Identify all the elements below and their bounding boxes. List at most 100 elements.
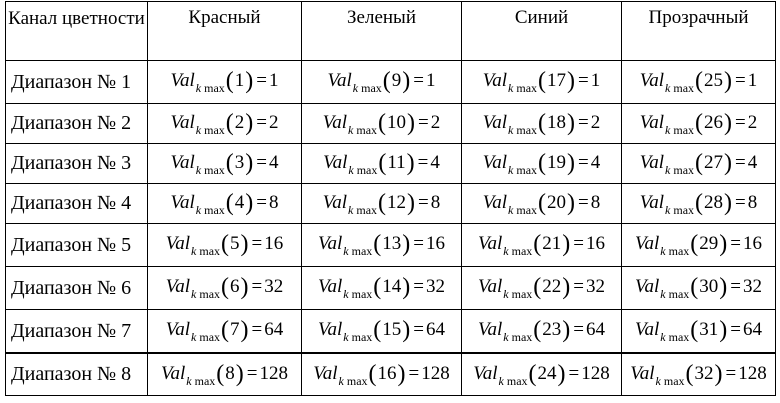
formula-close-paren: )	[245, 110, 253, 136]
formula-open-paren: (	[221, 317, 229, 343]
formula-cell-green: Valk max(15)=64	[302, 310, 462, 354]
formula-base: Val	[166, 319, 190, 340]
formula-cell-alpha: Valk max(32)=128	[622, 353, 776, 396]
formula-value: 1	[591, 70, 601, 91]
formula-index: 25	[704, 70, 723, 91]
formula-sub-k: k	[660, 287, 665, 301]
range-label: Диапазон № 5	[6, 224, 148, 267]
formula-value: 4	[430, 152, 440, 173]
formula-sub-max: max	[356, 203, 377, 217]
formula-equals: =	[252, 276, 263, 297]
formula-base: Val	[640, 192, 664, 213]
formula-index: 12	[387, 192, 406, 213]
formula-subscript: k max	[196, 203, 225, 217]
formula-close-paren: )	[241, 231, 249, 257]
formula-sub-k: k	[665, 203, 670, 217]
formula-sub-max: max	[516, 163, 537, 177]
formula-cell-red: Valk max(3)=4	[148, 144, 302, 184]
formula-equals: =	[573, 276, 584, 297]
formula-open-paren: (	[538, 110, 546, 136]
formula-base: Val	[483, 192, 507, 213]
formula-open-paren: (	[533, 274, 541, 300]
formula-open-paren: (	[221, 231, 229, 257]
formula-index: 1	[235, 70, 245, 91]
formula-subscript: k max	[191, 330, 220, 344]
range-label: Диапазон № 1	[6, 61, 148, 104]
formula-sub-max: max	[352, 244, 373, 258]
formula-close-paren: )	[715, 361, 723, 387]
range-label: Диапазон № 6	[6, 267, 148, 310]
formula-value: 16	[743, 233, 762, 254]
formula-open-paren: (	[378, 110, 386, 136]
formula-sub-max: max	[352, 330, 373, 344]
formula-value: 32	[743, 276, 762, 297]
formula-close-paren: )	[241, 274, 249, 300]
formula-subscript: k max	[191, 287, 220, 301]
formula-subscript: k max	[503, 287, 532, 301]
formula-open-paren: (	[686, 361, 694, 387]
formula-open-paren: (	[226, 150, 234, 176]
formula-close-paren: )	[719, 231, 727, 257]
column-header-green: Зеленый	[302, 2, 462, 61]
formula-sub-k: k	[196, 163, 201, 177]
formula-index: 18	[547, 112, 566, 133]
formula-value: 8	[431, 192, 441, 213]
formula-subscript: k max	[191, 244, 220, 258]
formula-base: Val	[161, 363, 185, 384]
formula-sub-k: k	[503, 330, 508, 344]
formula-close-paren: )	[245, 68, 253, 94]
formula-value: 2	[748, 112, 758, 133]
formula-value: 128	[581, 363, 610, 384]
formula-value: 64	[264, 319, 283, 340]
formula-equals: =	[418, 192, 429, 213]
formula-cell-blue: Valk max(18)=2	[462, 104, 622, 144]
formula-sub-max: max	[507, 374, 528, 388]
formula-equals: =	[578, 152, 589, 173]
table-row: Диапазон № 1Valk max(1)=1Valk max(9)=1Va…	[6, 61, 776, 104]
formula-open-paren: (	[695, 110, 703, 136]
formula-equals: =	[730, 233, 741, 254]
formula-cell-blue: Valk max(21)=16	[462, 224, 622, 267]
formula-close-paren: )	[562, 231, 570, 257]
formula-close-paren: )	[236, 361, 244, 387]
formula-base: Val	[318, 319, 342, 340]
formula-close-paren: )	[567, 110, 575, 136]
formula-open-paren: (	[221, 274, 229, 300]
formula-base: Val	[483, 152, 507, 173]
formula-cell-red: Valk max(4)=8	[148, 184, 302, 224]
formula-close-paren: )	[724, 110, 732, 136]
formula-cell-red: Valk max(5)=16	[148, 224, 302, 267]
formula-cell-green: Valk max(13)=16	[302, 224, 462, 267]
formula-close-paren: )	[402, 68, 410, 94]
formula-sub-max: max	[352, 287, 373, 301]
formula-open-paren: (	[226, 190, 234, 216]
formula-cell-alpha: Valk max(30)=32	[622, 267, 776, 310]
formula-base: Val	[478, 319, 502, 340]
formula-value: 4	[269, 152, 279, 173]
formula-cell-blue: Valk max(20)=8	[462, 184, 622, 224]
formula-close-paren: )	[407, 110, 415, 136]
formula-sub-k: k	[343, 287, 348, 301]
formula-close-paren: )	[724, 190, 732, 216]
formula-base: Val	[478, 233, 502, 254]
formula-open-paren: (	[690, 317, 698, 343]
formula-sub-max: max	[204, 203, 225, 217]
formula-sub-k: k	[191, 330, 196, 344]
formula-equals: =	[256, 192, 267, 213]
formula-equals: =	[418, 112, 429, 133]
formula-sub-k: k	[503, 244, 508, 258]
formula-close-paren: )	[398, 361, 406, 387]
formula-cell-alpha: Valk max(26)=2	[622, 104, 776, 144]
formula-sub-k: k	[508, 123, 513, 137]
formula-index: 3	[235, 152, 245, 173]
formula-subscript: k max	[343, 330, 372, 344]
formula-subscript: k max	[339, 374, 368, 388]
formula-base: Val	[323, 112, 347, 133]
formula-index: 13	[382, 233, 401, 254]
formula-open-paren: (	[373, 274, 381, 300]
formula-base: Val	[483, 112, 507, 133]
formula-cell-blue: Valk max(24)=128	[462, 353, 622, 396]
formula-cell-alpha: Valk max(28)=8	[622, 184, 776, 224]
formula-cell-green: Valk max(9)=1	[302, 61, 462, 104]
formula-base: Val	[313, 363, 337, 384]
